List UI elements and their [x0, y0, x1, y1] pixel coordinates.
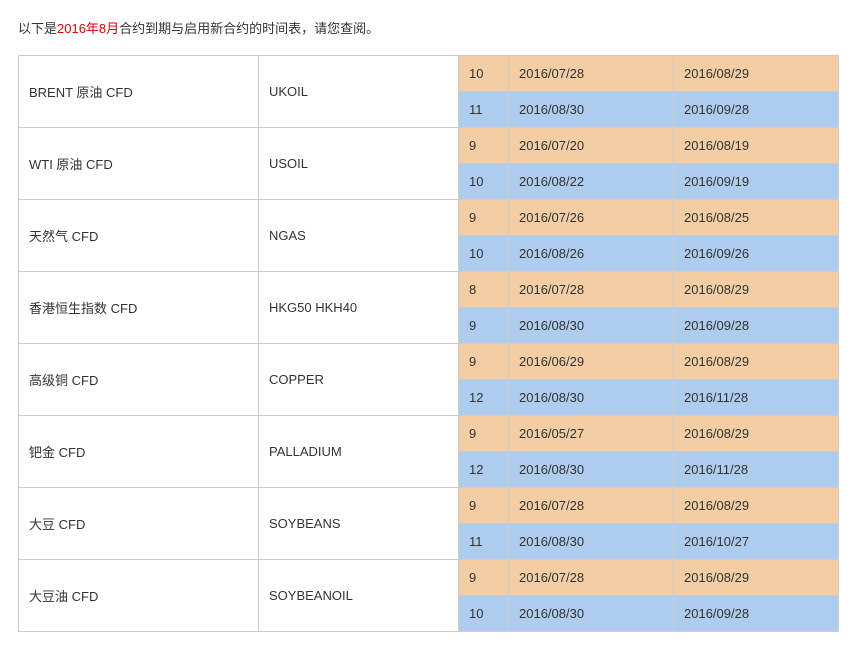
table-row: 高级铜 CFDCOPPER92016/06/292016/08/29 — [19, 344, 839, 380]
contract-number-cell: 8 — [459, 272, 509, 308]
start-date-cell: 2016/07/28 — [509, 272, 674, 308]
contract-number-cell: 10 — [459, 164, 509, 200]
product-symbol-cell: USOIL — [259, 128, 459, 200]
end-date-cell: 2016/11/28 — [674, 380, 839, 416]
start-date-cell: 2016/06/29 — [509, 344, 674, 380]
end-date-cell: 2016/09/19 — [674, 164, 839, 200]
intro-prefix: 以下是 — [18, 21, 57, 36]
product-name-cell: 高级铜 CFD — [19, 344, 259, 416]
product-symbol-cell: HKG50 HKH40 — [259, 272, 459, 344]
contract-number-cell: 9 — [459, 416, 509, 452]
start-date-cell: 2016/07/20 — [509, 128, 674, 164]
start-date-cell: 2016/08/26 — [509, 236, 674, 272]
start-date-cell: 2016/08/30 — [509, 308, 674, 344]
product-symbol-cell: PALLADIUM — [259, 416, 459, 488]
product-name-cell: 大豆油 CFD — [19, 560, 259, 632]
end-date-cell: 2016/08/29 — [674, 272, 839, 308]
contract-number-cell: 9 — [459, 344, 509, 380]
contract-schedule-table: BRENT 原油 CFDUKOIL102016/07/282016/08/291… — [18, 55, 839, 632]
start-date-cell: 2016/07/28 — [509, 560, 674, 596]
table-row: 大豆 CFDSOYBEANS92016/07/282016/08/29 — [19, 488, 839, 524]
end-date-cell: 2016/08/25 — [674, 200, 839, 236]
end-date-cell: 2016/08/29 — [674, 488, 839, 524]
end-date-cell: 2016/09/28 — [674, 92, 839, 128]
contract-number-cell: 9 — [459, 560, 509, 596]
contract-number-cell: 9 — [459, 488, 509, 524]
product-name-cell: BRENT 原油 CFD — [19, 56, 259, 128]
start-date-cell: 2016/08/22 — [509, 164, 674, 200]
end-date-cell: 2016/08/29 — [674, 56, 839, 92]
table-row: 天然气 CFDNGAS92016/07/262016/08/25 — [19, 200, 839, 236]
intro-highlight: 2016年8月 — [57, 21, 119, 36]
product-name-cell: WTI 原油 CFD — [19, 128, 259, 200]
product-name-cell: 大豆 CFD — [19, 488, 259, 560]
table-row: BRENT 原油 CFDUKOIL102016/07/282016/08/29 — [19, 56, 839, 92]
contract-number-cell: 9 — [459, 128, 509, 164]
intro-text: 以下是2016年8月合约到期与启用新合约的时间表，请您查阅。 — [18, 18, 835, 37]
start-date-cell: 2016/07/28 — [509, 56, 674, 92]
start-date-cell: 2016/07/28 — [509, 488, 674, 524]
end-date-cell: 2016/11/28 — [674, 452, 839, 488]
contract-number-cell: 9 — [459, 200, 509, 236]
end-date-cell: 2016/09/28 — [674, 308, 839, 344]
end-date-cell: 2016/09/28 — [674, 596, 839, 632]
end-date-cell: 2016/10/27 — [674, 524, 839, 560]
contract-number-cell: 12 — [459, 452, 509, 488]
end-date-cell: 2016/08/19 — [674, 128, 839, 164]
start-date-cell: 2016/08/30 — [509, 92, 674, 128]
table-row: 大豆油 CFDSOYBEANOIL92016/07/282016/08/29 — [19, 560, 839, 596]
start-date-cell: 2016/08/30 — [509, 380, 674, 416]
start-date-cell: 2016/05/27 — [509, 416, 674, 452]
end-date-cell: 2016/08/29 — [674, 344, 839, 380]
contract-number-cell: 11 — [459, 524, 509, 560]
product-symbol-cell: COPPER — [259, 344, 459, 416]
product-symbol-cell: UKOIL — [259, 56, 459, 128]
contract-number-cell: 10 — [459, 56, 509, 92]
end-date-cell: 2016/09/26 — [674, 236, 839, 272]
contract-number-cell: 10 — [459, 236, 509, 272]
product-name-cell: 钯金 CFD — [19, 416, 259, 488]
contract-number-cell: 9 — [459, 308, 509, 344]
product-name-cell: 香港恒生指数 CFD — [19, 272, 259, 344]
start-date-cell: 2016/08/30 — [509, 524, 674, 560]
end-date-cell: 2016/08/29 — [674, 416, 839, 452]
product-symbol-cell: SOYBEANOIL — [259, 560, 459, 632]
product-symbol-cell: NGAS — [259, 200, 459, 272]
table-row: 香港恒生指数 CFDHKG50 HKH4082016/07/282016/08/… — [19, 272, 839, 308]
start-date-cell: 2016/08/30 — [509, 596, 674, 632]
product-symbol-cell: SOYBEANS — [259, 488, 459, 560]
intro-suffix: 合约到期与启用新合约的时间表，请您查阅。 — [119, 21, 379, 36]
product-name-cell: 天然气 CFD — [19, 200, 259, 272]
table-row: 钯金 CFDPALLADIUM92016/05/272016/08/29 — [19, 416, 839, 452]
contract-number-cell: 11 — [459, 92, 509, 128]
table-row: WTI 原油 CFDUSOIL92016/07/202016/08/19 — [19, 128, 839, 164]
start-date-cell: 2016/08/30 — [509, 452, 674, 488]
end-date-cell: 2016/08/29 — [674, 560, 839, 596]
contract-number-cell: 10 — [459, 596, 509, 632]
start-date-cell: 2016/07/26 — [509, 200, 674, 236]
contract-number-cell: 12 — [459, 380, 509, 416]
